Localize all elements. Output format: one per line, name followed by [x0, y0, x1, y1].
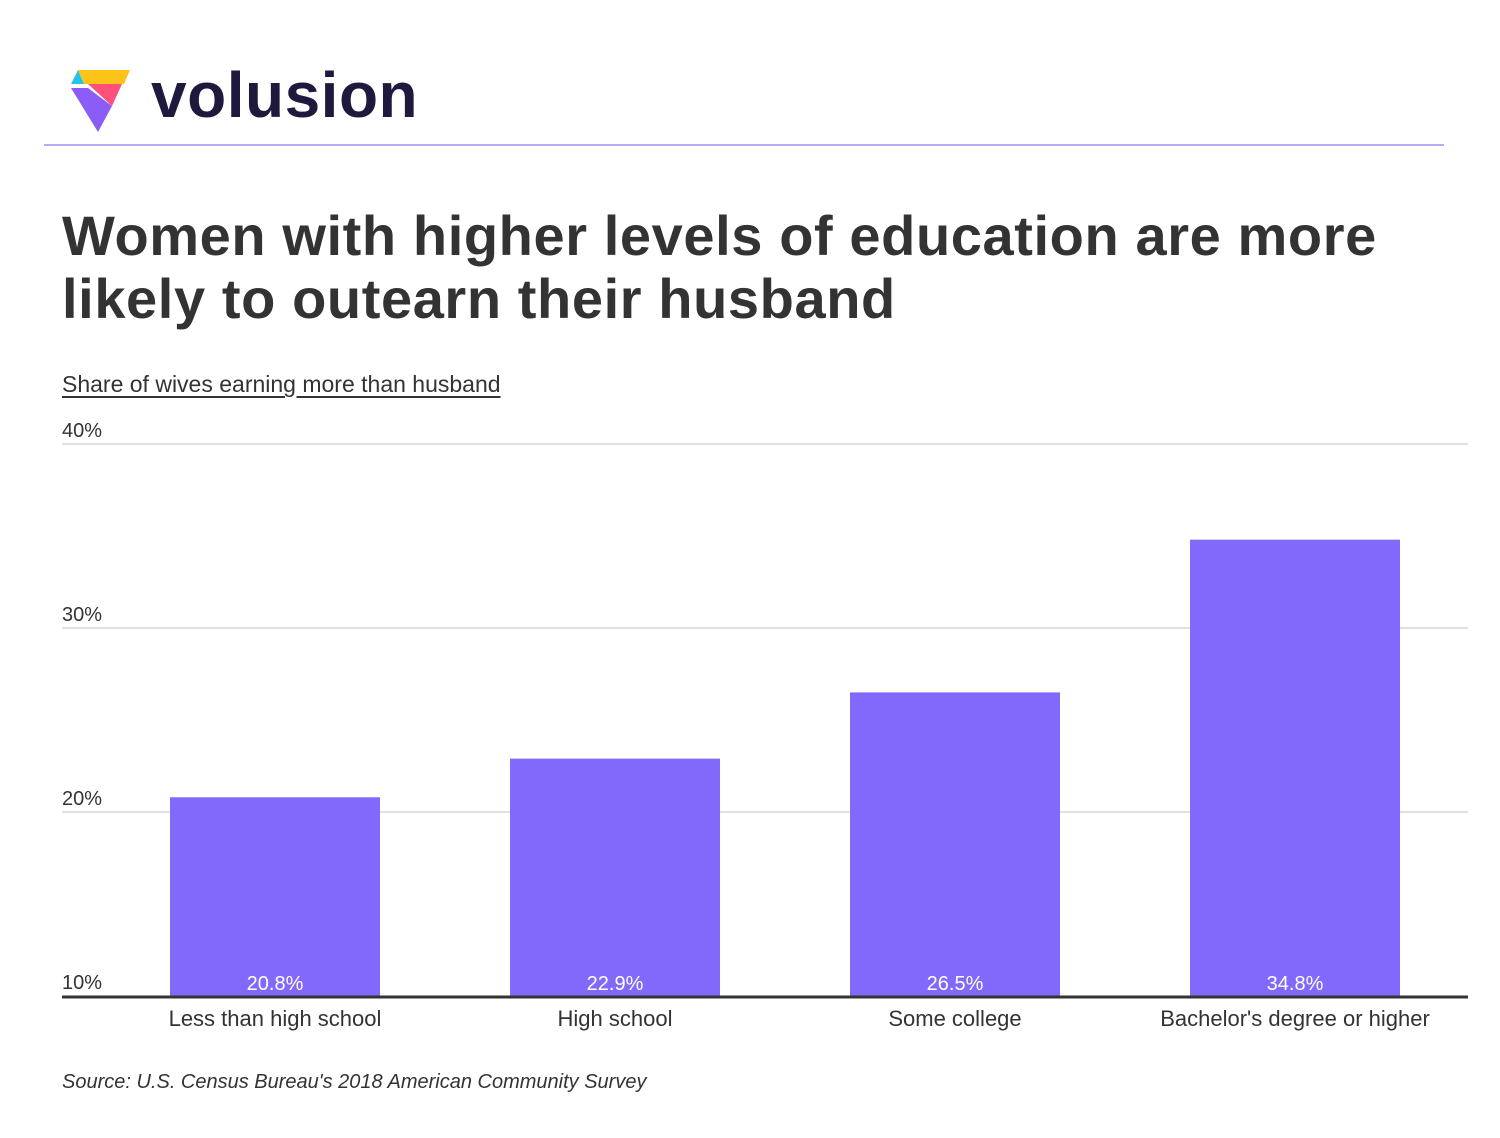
brand-name: volusion [151, 59, 419, 131]
source-note: Source: U.S. Census Bureau's 2018 Americ… [62, 1071, 647, 1093]
y-tick-label: 30% [62, 604, 102, 626]
header-divider [44, 144, 1444, 146]
x-tick-label: Some college [888, 1006, 1021, 1031]
y-tick-label: 40% [62, 420, 102, 442]
x-tick-label: High school [558, 1006, 673, 1031]
bar-value-label: 26.5% [927, 973, 984, 995]
y-tick-label: 10% [62, 972, 102, 994]
x-tick-label: Bachelor's degree or higher [1160, 1006, 1430, 1031]
chart-title: Women with higher levels of education ar… [62, 204, 1377, 330]
bar-value-label: 34.8% [1267, 973, 1324, 995]
bar-chart: 10% 20% 30% 40% 20.8% Less than high school 22… [62, 420, 1468, 1031]
bar [510, 758, 720, 996]
bar-value-label: 20.8% [247, 973, 304, 995]
chart-subtitle: Share of wives earning more than husband [62, 371, 501, 397]
bar [170, 797, 380, 996]
bar [1190, 539, 1400, 996]
volusion-logo-icon [71, 70, 130, 132]
bar-value-label: 22.9% [587, 973, 644, 995]
x-tick-label: Less than high school [169, 1006, 382, 1031]
y-tick-label: 20% [62, 788, 102, 810]
bar [850, 692, 1060, 996]
